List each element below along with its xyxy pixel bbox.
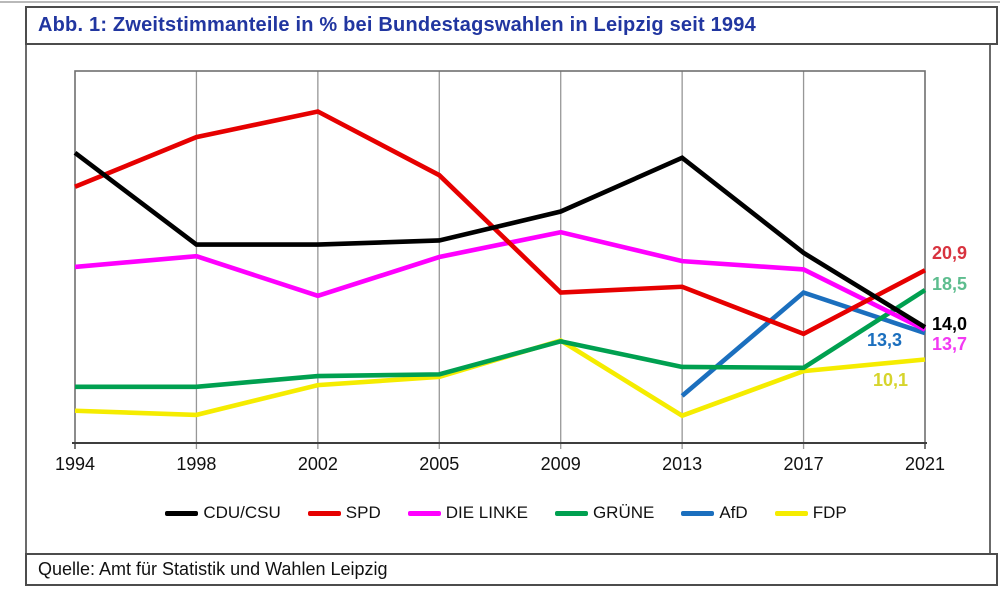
legend-item-die-linke: DIE LINKE: [407, 503, 528, 523]
x-tick-label-1998: 1998: [176, 454, 217, 474]
legend-item-spd: SPD: [307, 503, 381, 523]
x-tick-label-2002: 2002: [297, 454, 338, 474]
legend-label: CDU/CSU: [203, 503, 281, 522]
end-label-cdu-csu: 14,0: [932, 314, 968, 334]
legend-label: AfD: [719, 503, 748, 522]
legend-swatch-icon: [407, 510, 441, 516]
legend-swatch-icon: [681, 510, 715, 516]
figure-title: Abb. 1: Zweitstimmanteile in % bei Bunde…: [38, 14, 756, 36]
source-text: Quelle: Amt für Statistik und Wahlen Lei…: [38, 559, 388, 579]
series-line-spd: [74, 109, 927, 337]
legend-label: DIE LINKE: [445, 503, 528, 522]
x-tick-label-2009: 2009: [540, 454, 581, 474]
x-tick-label-2013: 2013: [662, 454, 703, 474]
legend-label: FDP: [812, 503, 847, 522]
page-top-rule: [0, 1, 1000, 3]
series-line-cdu-csu: [73, 151, 927, 330]
end-label-spd: 20,9: [932, 243, 968, 263]
x-tick-label-2017: 2017: [783, 454, 824, 474]
end-label-die-linke: 13,7: [932, 334, 968, 354]
x-tick-label-2005: 2005: [419, 454, 460, 474]
legend-swatch-icon: [307, 510, 341, 516]
x-tick-label-1994: 1994: [54, 454, 96, 474]
figure-title-box: Abb. 1: Zweitstimmanteile in % bei Bunde…: [25, 6, 998, 45]
legend-item-gr-ne: GRÜNE: [554, 503, 655, 523]
series-line-fdp: [74, 337, 926, 419]
legend-swatch-icon: [165, 510, 199, 516]
end-label-gr-ne: 18,5: [932, 274, 968, 294]
x-tick-label-2021: 2021: [904, 454, 946, 474]
end-label-afd: 13,3: [867, 330, 903, 350]
legend-swatch-icon: [774, 510, 808, 516]
legend-label: SPD: [345, 503, 381, 522]
legend-item-fdp: FDP: [774, 503, 847, 523]
legend-item-cdu-csu: CDU/CSU: [165, 503, 281, 523]
end-label-fdp: 10,1: [873, 370, 909, 390]
legend-label: GRÜNE: [592, 503, 655, 522]
chart-legend: CDU/CSU SPD DIE LINKE GRÜNE AfD FDP: [25, 503, 987, 523]
series-line-afd: [680, 289, 926, 398]
legend-swatch-icon: [554, 510, 588, 516]
series-line-gr-ne: [75, 288, 927, 390]
source-box: Quelle: Amt für Statistik und Wahlen Lei…: [25, 553, 998, 586]
legend-item-afd: AfD: [681, 503, 748, 523]
series-line-die-linke: [74, 229, 927, 332]
